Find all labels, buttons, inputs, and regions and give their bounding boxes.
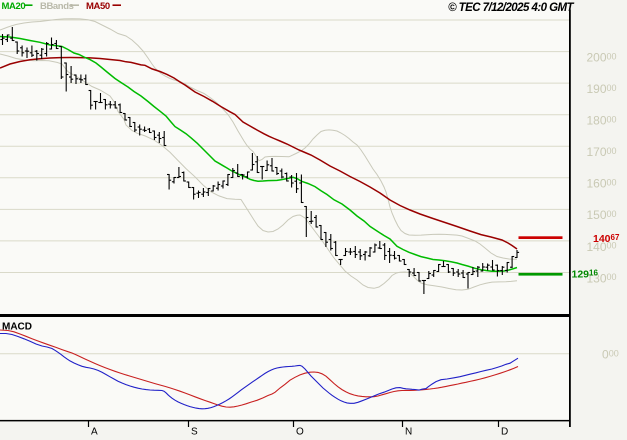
svg-text:14000: 14000 [587,240,617,254]
svg-text:19000: 19000 [587,82,617,96]
svg-text:© TEC 7/12/2025 4:0 GMT: © TEC 7/12/2025 4:0 GMT [448,2,574,14]
svg-text:N: N [405,427,412,438]
svg-text:MA20: MA20 [2,1,26,12]
svg-text:20000: 20000 [587,51,617,65]
svg-text:13000: 13000 [587,271,617,285]
svg-text:D: D [501,427,508,438]
svg-text:A: A [91,427,98,438]
svg-text:12916: 12916 [572,269,599,281]
svg-text:15000: 15000 [587,208,617,222]
svg-text:16000: 16000 [587,177,617,191]
svg-text:14067: 14067 [593,233,620,245]
svg-text:O: O [296,427,304,438]
svg-text:BBands: BBands [40,1,74,12]
svg-text:MACD: MACD [2,322,32,333]
svg-text:S: S [191,427,198,438]
svg-text:18000: 18000 [587,114,617,128]
svg-text:000: 000 [602,348,619,362]
svg-text:MA50: MA50 [86,1,110,12]
svg-text:17000: 17000 [587,145,617,159]
